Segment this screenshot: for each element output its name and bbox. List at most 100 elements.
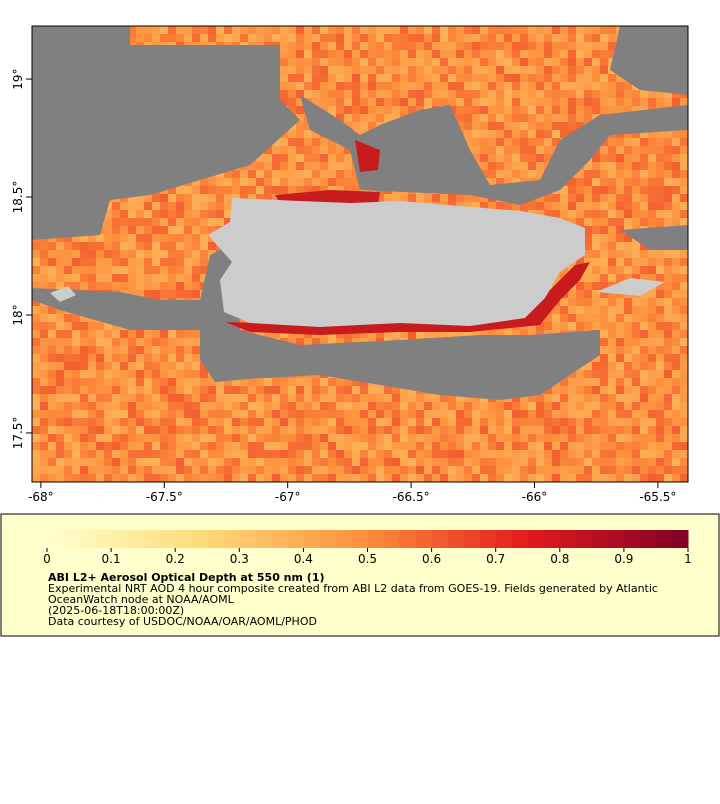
raster-cell [352, 402, 360, 410]
raster-cell [624, 346, 632, 354]
raster-cell [152, 266, 160, 274]
raster-cell [352, 426, 360, 434]
raster-cell [496, 402, 504, 410]
raster-cell [496, 162, 504, 170]
raster-cell [344, 434, 352, 442]
raster-cell [280, 146, 288, 154]
raster-cell [568, 210, 576, 218]
raster-cell [624, 178, 632, 186]
raster-cell [216, 202, 224, 210]
raster-cell [544, 458, 552, 466]
raster-cell [152, 362, 160, 370]
raster-cell [576, 82, 584, 90]
raster-cell [200, 378, 208, 386]
raster-cell [416, 434, 424, 442]
raster-cell [136, 274, 144, 282]
raster-cell [480, 34, 488, 42]
raster-cell [576, 394, 584, 402]
raster-cell [664, 298, 672, 306]
raster-cell [408, 26, 416, 34]
raster-cell [672, 442, 680, 450]
raster-cell [144, 210, 152, 218]
raster-cell [256, 386, 264, 394]
raster-cell [160, 290, 168, 298]
raster-cell [408, 426, 416, 434]
raster-cell [192, 330, 200, 338]
raster-cell [384, 26, 392, 34]
raster-cell [616, 322, 624, 330]
raster-cell [344, 426, 352, 434]
raster-cell [368, 98, 376, 106]
raster-cell [176, 34, 184, 42]
raster-cell [344, 410, 352, 418]
raster-cell [648, 394, 656, 402]
raster-cell [264, 146, 272, 154]
raster-cell [504, 170, 512, 178]
raster-cell [216, 402, 224, 410]
raster-cell [408, 106, 416, 114]
raster-cell [96, 426, 104, 434]
raster-cell [216, 474, 224, 482]
raster-cell [680, 338, 688, 346]
raster-cell [160, 354, 168, 362]
raster-cell [632, 442, 640, 450]
raster-cell [344, 450, 352, 458]
raster-cell [600, 386, 608, 394]
raster-cell [176, 362, 184, 370]
raster-cell [296, 426, 304, 434]
raster-cell [424, 66, 432, 74]
raster-cell [496, 114, 504, 122]
raster-cell [408, 410, 416, 418]
raster-cell [224, 402, 232, 410]
raster-cell [64, 370, 72, 378]
raster-cell [312, 26, 320, 34]
raster-cell [192, 178, 200, 186]
raster-cell [600, 322, 608, 330]
raster-cell [616, 106, 624, 114]
raster-cell [456, 42, 464, 50]
raster-cell [368, 410, 376, 418]
legend-title: ABI L2+ Aerosol Optical Depth at 550 nm … [48, 571, 325, 584]
raster-cell [368, 402, 376, 410]
raster-cell [624, 362, 632, 370]
raster-cell [208, 426, 216, 434]
raster-cell [600, 258, 608, 266]
raster-cell [56, 322, 64, 330]
raster-cell [536, 458, 544, 466]
raster-cell [456, 402, 464, 410]
raster-cell [328, 98, 336, 106]
raster-cell [296, 34, 304, 42]
raster-cell [232, 426, 240, 434]
raster-cell [32, 338, 40, 346]
raster-cell [256, 154, 264, 162]
raster-cell [632, 354, 640, 362]
raster-cell [424, 474, 432, 482]
raster-cell [352, 186, 360, 194]
raster-cell [488, 466, 496, 474]
raster-cell [136, 210, 144, 218]
raster-cell [264, 378, 272, 386]
raster-cell [256, 418, 264, 426]
raster-cell [296, 170, 304, 178]
raster-cell [464, 106, 472, 114]
raster-cell [376, 442, 384, 450]
raster-cell [528, 154, 536, 162]
raster-cell [592, 450, 600, 458]
raster-cell [288, 34, 296, 42]
raster-cell [624, 410, 632, 418]
raster-cell [72, 354, 80, 362]
raster-cell [304, 50, 312, 58]
raster-cell [568, 58, 576, 66]
raster-cell [352, 106, 360, 114]
raster-cell [456, 466, 464, 474]
raster-cell [144, 194, 152, 202]
raster-cell [456, 58, 464, 66]
raster-cell [632, 394, 640, 402]
raster-cell [224, 378, 232, 386]
raster-cell [80, 442, 88, 450]
raster-cell [648, 426, 656, 434]
raster-cell [296, 26, 304, 34]
raster-cell [288, 474, 296, 482]
raster-cell [136, 466, 144, 474]
raster-cell [296, 50, 304, 58]
